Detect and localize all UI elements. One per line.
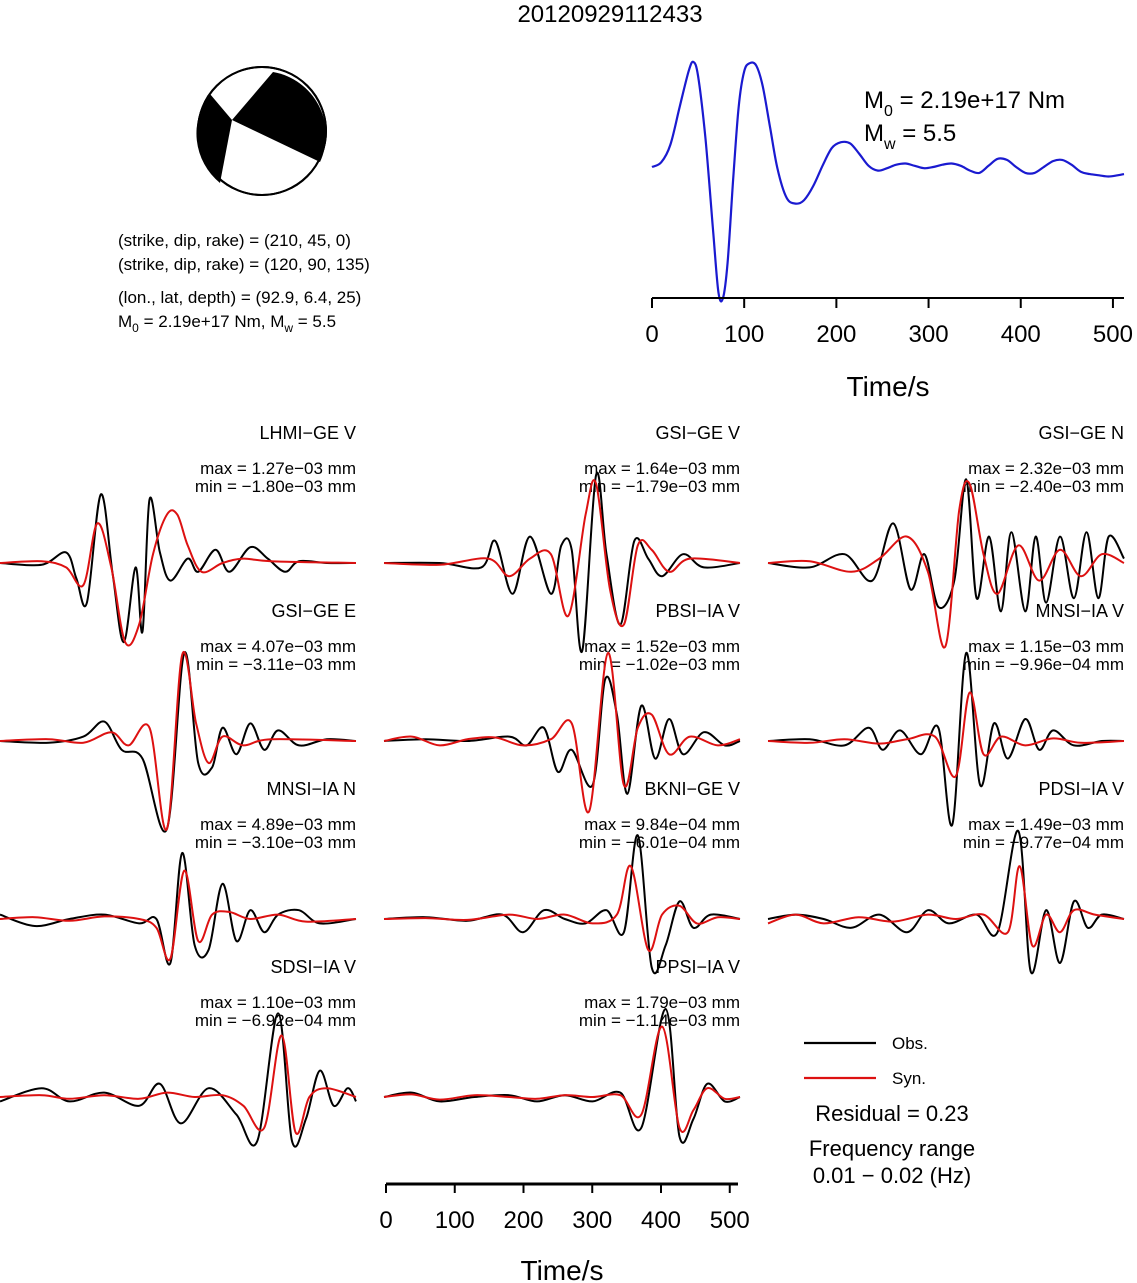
stf-x-tick-label: 400 <box>1001 321 1041 348</box>
stf-x-tick-label: 200 <box>816 321 856 348</box>
station-min: min = −1.02e−03 mm <box>579 655 740 674</box>
synthetic-trace <box>383 479 741 628</box>
frequency-range-values: 0.01 − 0.02 (Hz) <box>813 1163 971 1188</box>
station-max: max = 1.64e−03 mm <box>584 459 740 478</box>
station-max: max = 1.52e−03 mm <box>584 637 740 656</box>
station-name: PBSI−IA V <box>655 601 740 621</box>
synthetic-trace <box>0 509 357 647</box>
station-min: min = −9.77e−04 mm <box>963 833 1124 852</box>
synthetic-trace <box>383 651 741 814</box>
station-min: min = −1.80e−03 mm <box>195 477 356 496</box>
station-max: max = 1.49e−03 mm <box>968 815 1124 834</box>
stf-magnitude-label: Mw = 5.5 <box>864 120 956 153</box>
legend-syn-label: Syn. <box>892 1069 926 1088</box>
observed-trace <box>383 1007 741 1144</box>
station-min: min = −2.40e−03 mm <box>963 477 1124 496</box>
stf-x-axis-label: Time/s <box>847 371 930 402</box>
observed-trace <box>0 1012 357 1148</box>
station-min: min = −6.01e−04 mm <box>579 833 740 852</box>
legend-obs-label: Obs. <box>892 1034 928 1053</box>
synthetic-trace <box>0 651 357 831</box>
station-name: MNSI−IA V <box>1035 601 1124 621</box>
waveform-x-tick-label: 300 <box>572 1207 612 1234</box>
station-name: BKNI−GE V <box>644 779 740 799</box>
focal-mechanism-beachball <box>196 66 327 196</box>
waveform-x-tick-label: 500 <box>710 1207 750 1234</box>
waveform-x-tick-label: 200 <box>503 1207 543 1234</box>
synthetic-trace <box>383 1025 741 1133</box>
synthetic-trace <box>767 865 1125 948</box>
source-time-function-plot: 0 100 200 300 400 500 Time/s M0 = 2.19e+17 Nm… <box>645 60 1133 402</box>
nodal-plane-2: (strike, dip, rake) = (120, 90, 135) <box>118 255 370 274</box>
stf-x-tick-label: 300 <box>909 321 949 348</box>
event-location: (lon., lat, depth) = (92.9, 6.4, 25) <box>118 288 361 307</box>
station-max: max = 1.10e−03 mm <box>200 993 356 1012</box>
stf-x-tick-label: 0 <box>645 321 658 348</box>
station-max: max = 1.15e−03 mm <box>968 637 1124 656</box>
waveform-x-axis-label: Time/s <box>521 1255 604 1283</box>
station-name: GSI−GE E <box>271 601 356 621</box>
synthetic-trace <box>767 480 1125 649</box>
station-name: GSI−GE V <box>655 423 740 443</box>
legend: Obs. Syn. <box>804 1034 928 1088</box>
station-name: PPSI−IA V <box>655 957 740 977</box>
station-name: MNSI−IA N <box>266 779 356 799</box>
nodal-plane-1: (strike, dip, rake) = (210, 45, 0) <box>118 231 351 250</box>
residual-text: Residual = 0.23 <box>815 1101 969 1126</box>
station-max: max = 4.07e−03 mm <box>200 637 356 656</box>
station-min: min = −1.79e−03 mm <box>579 477 740 496</box>
observed-trace <box>0 493 357 644</box>
figure-title: 20120929112433 <box>517 1 702 28</box>
stf-x-axis: 0 100 200 300 400 500 <box>645 297 1133 348</box>
observed-trace <box>0 651 357 833</box>
observed-trace <box>767 651 1125 827</box>
observed-trace <box>383 471 741 653</box>
synthetic-trace <box>0 1034 357 1135</box>
station-max: max = 2.32e−03 mm <box>968 459 1124 478</box>
synthetic-trace <box>383 864 741 952</box>
waveform-x-tick-label: 400 <box>641 1207 681 1234</box>
station-name: SDSI−IA V <box>270 957 356 977</box>
beachball-compression-quadrant-a <box>232 72 326 162</box>
station-min: min = −3.11e−03 mm <box>196 655 356 674</box>
stf-x-tick-label: 500 <box>1093 321 1133 348</box>
observed-trace <box>383 675 741 795</box>
station-max: max = 4.89e−03 mm <box>200 815 356 834</box>
synthetic-trace <box>767 691 1125 778</box>
stf-moment-label: M0 = 2.19e+17 Nm <box>864 87 1065 120</box>
frequency-range-title: Frequency range <box>809 1136 975 1161</box>
station-max: max = 9.84e−04 mm <box>584 815 740 834</box>
waveform-x-axis: 0 100 200 300 400 500 <box>379 1182 750 1234</box>
station-name: GSI−GE N <box>1038 423 1124 443</box>
station-max: max = 1.27e−03 mm <box>200 459 356 478</box>
station-max: max = 1.79e−03 mm <box>584 993 740 1012</box>
stf-x-tick-label: 100 <box>724 321 764 348</box>
station-name: PDSI−IA V <box>1038 779 1124 799</box>
synthetic-trace <box>0 869 357 962</box>
waveform-x-tick-label: 100 <box>435 1207 475 1234</box>
station-min: min = −1.14e−03 mm <box>579 1011 740 1030</box>
observed-trace <box>767 478 1125 613</box>
station-name: LHMI−GE V <box>259 423 356 443</box>
observed-trace <box>767 829 1125 975</box>
observed-trace <box>383 834 741 975</box>
event-moment-magnitude: M0 = 2.19e+17 Nm, Mw = 5.5 <box>118 312 336 335</box>
waveform-x-tick-label: 0 <box>379 1207 392 1234</box>
station-min: min = −9.96e−04 mm <box>963 655 1124 674</box>
mechanism-text-block: (strike, dip, rake) = (210, 45, 0) (stri… <box>118 231 370 335</box>
station-min: min = −3.10e−03 mm <box>195 833 356 852</box>
